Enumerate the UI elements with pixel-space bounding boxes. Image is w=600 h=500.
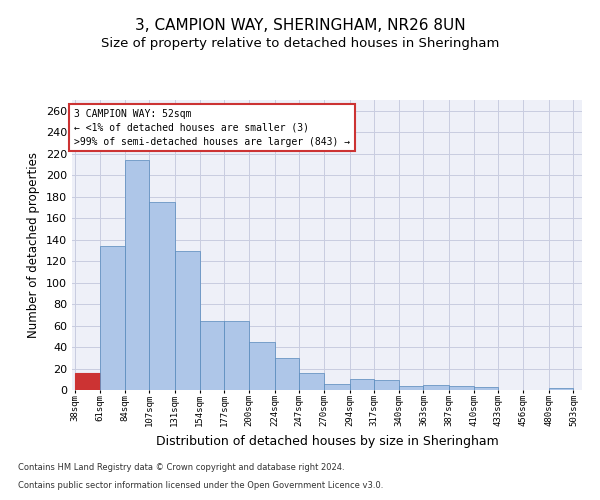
X-axis label: Distribution of detached houses by size in Sheringham: Distribution of detached houses by size … [155, 434, 499, 448]
Text: 3 CAMPION WAY: 52sqm
← <1% of detached houses are smaller (3)
>99% of semi-detac: 3 CAMPION WAY: 52sqm ← <1% of detached h… [74, 108, 350, 146]
Bar [75, 373, 100, 390]
Bar [249, 342, 275, 390]
Text: Contains HM Land Registry data © Crown copyright and database right 2024.: Contains HM Land Registry data © Crown c… [18, 464, 344, 472]
Text: 3, CAMPION WAY, SHERINGHAM, NR26 8UN: 3, CAMPION WAY, SHERINGHAM, NR26 8UN [134, 18, 466, 32]
Bar [449, 386, 474, 390]
Bar [125, 160, 149, 390]
Text: Size of property relative to detached houses in Sheringham: Size of property relative to detached ho… [101, 38, 499, 51]
Bar [349, 380, 374, 390]
Text: Contains public sector information licensed under the Open Government Licence v3: Contains public sector information licen… [18, 481, 383, 490]
Bar [324, 384, 349, 390]
Y-axis label: Number of detached properties: Number of detached properties [28, 152, 40, 338]
Bar [275, 358, 299, 390]
Bar [299, 373, 324, 390]
Bar [424, 384, 449, 390]
Bar [224, 322, 249, 390]
Bar [399, 386, 424, 390]
Bar [175, 252, 199, 390]
Bar [549, 388, 574, 390]
Bar [100, 246, 125, 390]
Bar [474, 387, 499, 390]
Bar [149, 202, 175, 390]
Bar [374, 380, 399, 390]
Bar [199, 322, 224, 390]
